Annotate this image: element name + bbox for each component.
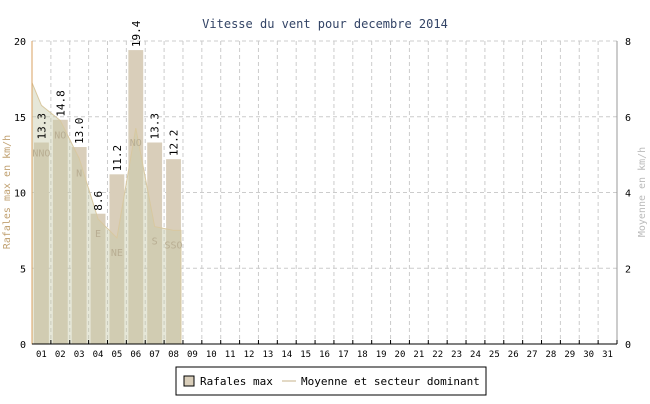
bar-rafales xyxy=(34,142,49,344)
y-tick-label: 10 xyxy=(14,189,26,200)
x-tick-label: 02 xyxy=(55,350,66,360)
sector-label: NO xyxy=(130,138,142,149)
x-tick-label: 09 xyxy=(187,350,198,360)
x-tick-label: 19 xyxy=(376,350,387,360)
x-tick-label: 11 xyxy=(225,350,236,360)
sector-label: S xyxy=(152,237,158,248)
y2-tick-label: 6 xyxy=(625,113,631,124)
y-tick-label: 20 xyxy=(14,37,26,48)
x-tick-label: 05 xyxy=(111,350,122,360)
x-tick-label: 29 xyxy=(564,350,575,360)
y-axis-label: Rafales max en km/h xyxy=(2,135,13,249)
y2-tick-label: 2 xyxy=(625,264,631,275)
x-tick-label: 30 xyxy=(583,350,594,360)
x-tick-label: 31 xyxy=(602,350,613,360)
x-tick-label: 12 xyxy=(244,350,255,360)
x-tick-label: 18 xyxy=(357,350,368,360)
bar-rafales xyxy=(166,159,181,344)
x-tick-label: 15 xyxy=(300,350,311,360)
x-tick-label: 07 xyxy=(149,350,160,360)
y2-axis-label: Moyenne en km/h xyxy=(637,147,648,237)
x-tick-label: 26 xyxy=(508,350,519,360)
sector-label: NE xyxy=(111,248,123,259)
bar-value-label: 13.3 xyxy=(35,113,48,140)
x-tick-label: 06 xyxy=(130,350,141,360)
bar-rafales xyxy=(128,50,144,345)
bar-value-label: 12.2 xyxy=(168,130,181,157)
bar-value-label: 14.8 xyxy=(54,90,67,117)
sector-label: E xyxy=(95,229,101,240)
sector-label: SSO xyxy=(165,240,183,251)
y2-tick-label: 8 xyxy=(625,37,631,48)
sector-label: N xyxy=(76,168,82,179)
x-tick-label: 10 xyxy=(206,350,217,360)
y-tick-label: 0 xyxy=(20,340,26,351)
x-tick-label: 27 xyxy=(527,350,538,360)
x-tick-label: 28 xyxy=(546,350,557,360)
bar-rafales xyxy=(52,119,68,344)
x-tick-label: 22 xyxy=(432,350,443,360)
x-tick-label: 08 xyxy=(168,350,179,360)
x-tick-label: 25 xyxy=(489,350,500,360)
x-tick-label: 24 xyxy=(470,350,481,360)
y-tick-label: 15 xyxy=(14,113,26,124)
y2-tick-label: 4 xyxy=(625,189,631,200)
bar-rafales xyxy=(90,213,106,344)
y-tick-label: 5 xyxy=(20,264,26,275)
x-tick-label: 16 xyxy=(319,350,330,360)
sector-label: NNO xyxy=(32,149,50,160)
bar-rafales xyxy=(147,142,163,344)
x-tick-label: 04 xyxy=(93,350,104,360)
x-tick-label: 20 xyxy=(395,350,406,360)
y2-tick-label: 0 xyxy=(625,340,631,351)
x-tick-label: 03 xyxy=(74,350,85,360)
legend-label-moyenne: Moyenne et secteur dominant xyxy=(301,375,480,388)
x-tick-label: 14 xyxy=(281,350,292,360)
x-tick-label: 13 xyxy=(262,350,273,360)
legend-swatch-rafales xyxy=(183,375,195,387)
bar-value-label: 8.6 xyxy=(92,191,105,211)
sector-label: NO xyxy=(54,131,66,142)
bar-value-label: 19.4 xyxy=(130,20,143,47)
area-moyenne xyxy=(31,82,182,345)
bar-value-label: 11.2 xyxy=(111,145,124,172)
bar-rafales xyxy=(71,147,87,344)
bar-value-label: 13.0 xyxy=(73,118,86,145)
bar-value-label: 13.3 xyxy=(149,113,162,140)
x-tick-label: 01 xyxy=(36,350,47,360)
legend xyxy=(175,366,487,396)
legend-label-rafales: Rafales max xyxy=(200,375,273,388)
x-tick-label: 23 xyxy=(451,350,462,360)
x-tick-label: 21 xyxy=(413,350,424,360)
chart-title: Vitesse du vent pour decembre 2014 xyxy=(202,17,448,31)
x-tick-label: 17 xyxy=(338,350,349,360)
